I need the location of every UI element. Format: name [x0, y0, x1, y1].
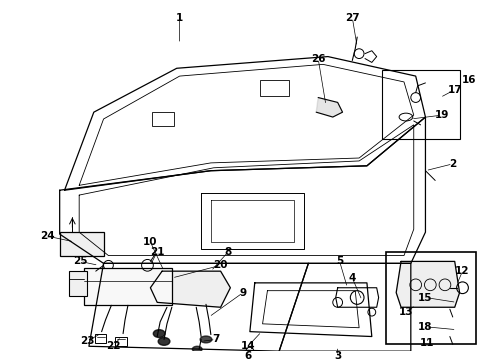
Text: 6: 6	[245, 351, 251, 360]
Ellipse shape	[200, 336, 212, 343]
Text: 1: 1	[176, 13, 183, 23]
Text: 4: 4	[348, 273, 356, 283]
Text: 26: 26	[311, 54, 325, 63]
Bar	[95, 334, 106, 343]
Ellipse shape	[193, 346, 202, 352]
Bar	[152, 112, 174, 126]
Text: 23: 23	[80, 336, 94, 346]
Polygon shape	[396, 261, 460, 307]
Text: 24: 24	[40, 231, 54, 241]
Bar	[387, 252, 476, 344]
Text: 19: 19	[435, 110, 449, 120]
Text: 2: 2	[449, 159, 456, 169]
Polygon shape	[150, 271, 230, 307]
Text: 17: 17	[447, 85, 462, 95]
Bar	[60, 232, 103, 256]
Text: 8: 8	[225, 247, 232, 257]
Text: 13: 13	[399, 307, 413, 317]
Text: 27: 27	[345, 13, 360, 23]
Text: 18: 18	[418, 322, 433, 332]
Text: 10: 10	[143, 237, 158, 247]
Text: 14: 14	[241, 341, 255, 351]
Bar	[70, 271, 87, 296]
Text: 11: 11	[420, 338, 435, 348]
Bar	[260, 80, 289, 96]
Text: 7: 7	[212, 334, 220, 345]
Text: 3: 3	[334, 351, 342, 360]
Text: 16: 16	[462, 75, 477, 85]
Ellipse shape	[153, 330, 165, 337]
Text: 15: 15	[418, 293, 433, 302]
Bar	[115, 337, 127, 346]
Text: 22: 22	[106, 341, 121, 351]
Bar	[382, 70, 460, 139]
Text: 21: 21	[150, 247, 165, 257]
Polygon shape	[316, 98, 343, 117]
Text: 5: 5	[336, 256, 343, 266]
Ellipse shape	[158, 337, 170, 345]
Text: 9: 9	[240, 288, 246, 298]
Text: 12: 12	[455, 266, 470, 276]
Bar	[84, 268, 172, 305]
Text: 25: 25	[73, 256, 87, 266]
Text: 20: 20	[213, 260, 228, 270]
